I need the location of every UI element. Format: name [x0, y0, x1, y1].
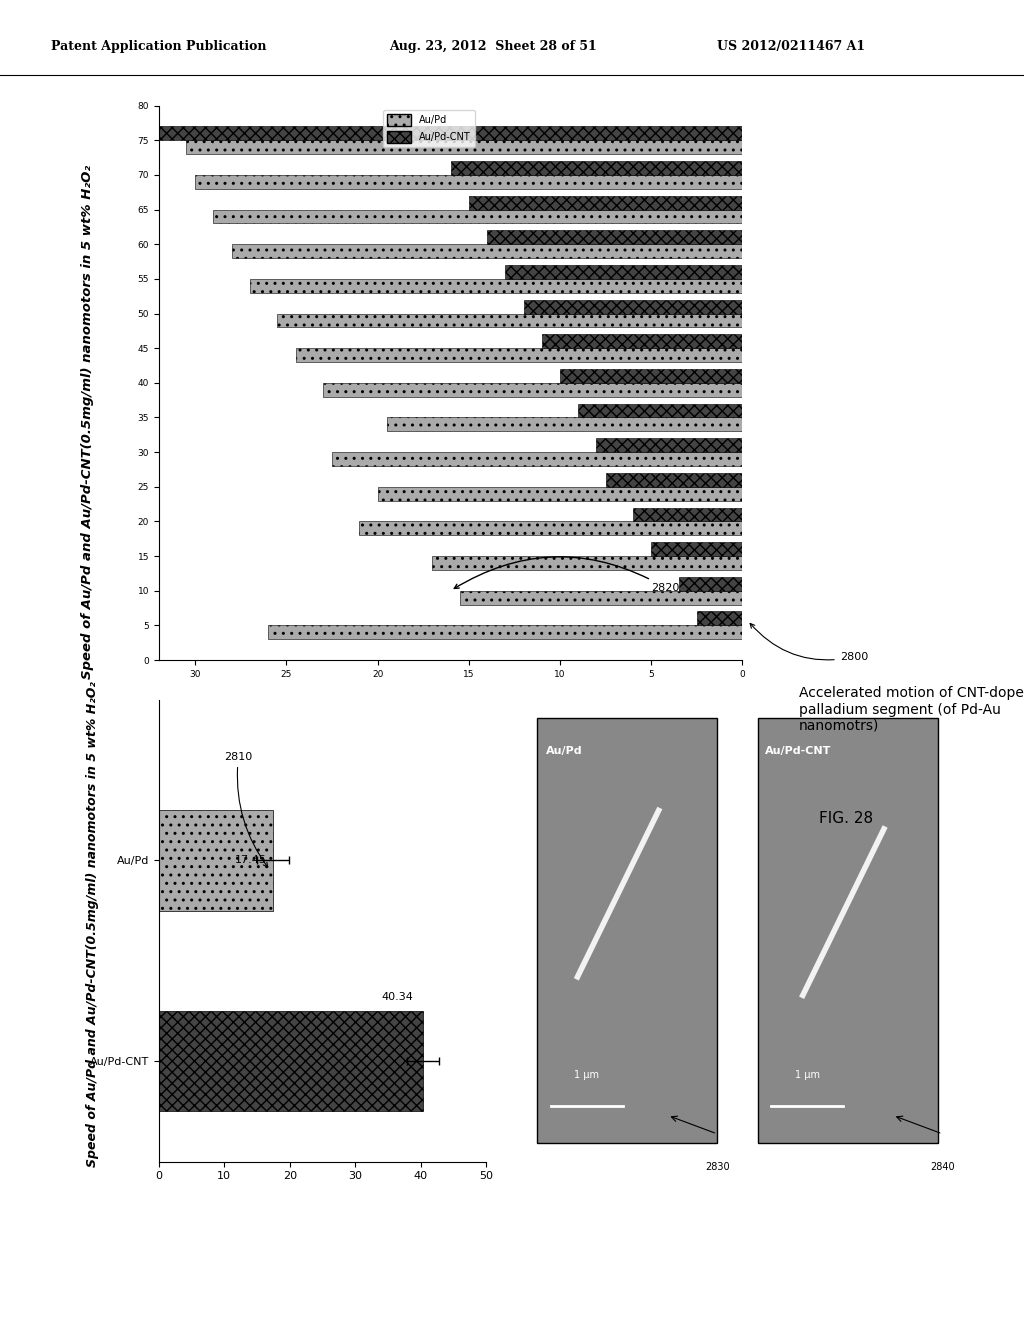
- Bar: [359, 521, 742, 536]
- Bar: [268, 626, 742, 639]
- Bar: [451, 161, 742, 176]
- Text: US 2012/0211467 A1: US 2012/0211467 A1: [717, 40, 865, 53]
- Bar: [596, 438, 742, 451]
- Text: 40.34: 40.34: [381, 991, 414, 1002]
- Text: 17.45: 17.45: [234, 855, 266, 866]
- Text: 1 μm: 1 μm: [574, 1071, 599, 1081]
- Bar: [186, 140, 742, 154]
- FancyBboxPatch shape: [758, 718, 938, 1143]
- FancyBboxPatch shape: [537, 718, 717, 1143]
- Bar: [605, 473, 742, 487]
- Text: 2800: 2800: [751, 623, 868, 663]
- Legend: Au/Pd, Au/Pd-CNT: Au/Pd, Au/Pd-CNT: [383, 111, 475, 147]
- Text: Speed of Au/Pd and Au/Pd-CNT(0.5mg/ml) nanomotors in 5 wt% H₂O₂: Speed of Au/Pd and Au/Pd-CNT(0.5mg/ml) n…: [86, 681, 98, 1167]
- Text: 2820: 2820: [455, 557, 680, 593]
- Bar: [679, 577, 742, 591]
- Bar: [159, 1011, 423, 1111]
- Bar: [633, 508, 742, 521]
- Text: Speed of Au/Pd and Au/Pd-CNT(0.5mg/ml) nanomotors in 5 wt% H₂O₂: Speed of Au/Pd and Au/Pd-CNT(0.5mg/ml) n…: [81, 165, 93, 680]
- Bar: [323, 383, 742, 397]
- Bar: [560, 370, 742, 383]
- Bar: [250, 279, 742, 293]
- Bar: [523, 300, 742, 314]
- Bar: [387, 417, 742, 432]
- Text: 2840: 2840: [930, 1162, 954, 1172]
- Text: FIG. 28: FIG. 28: [819, 810, 873, 826]
- Bar: [460, 591, 742, 605]
- Bar: [213, 210, 742, 223]
- Bar: [196, 176, 742, 189]
- Bar: [378, 487, 742, 500]
- Bar: [0, 127, 742, 140]
- Bar: [542, 334, 742, 348]
- Bar: [696, 611, 742, 626]
- Bar: [505, 265, 742, 279]
- Bar: [432, 556, 742, 570]
- Bar: [278, 314, 742, 327]
- Text: Patent Application Publication: Patent Application Publication: [51, 40, 266, 53]
- Bar: [332, 451, 742, 466]
- Text: Aug. 23, 2012  Sheet 28 of 51: Aug. 23, 2012 Sheet 28 of 51: [389, 40, 597, 53]
- Text: Au/Pd-CNT: Au/Pd-CNT: [765, 746, 830, 756]
- Bar: [469, 195, 742, 210]
- Bar: [159, 810, 273, 911]
- Text: 1 μm: 1 μm: [795, 1071, 820, 1081]
- Bar: [651, 543, 742, 556]
- Text: 2810: 2810: [224, 752, 267, 867]
- Text: Au/Pd: Au/Pd: [546, 746, 583, 756]
- Text: 2830: 2830: [705, 1162, 729, 1172]
- Bar: [487, 231, 742, 244]
- Bar: [579, 404, 742, 417]
- Text: Accelerated motion of CNT-doped
palladium segment (of Pd-Au
nanomotrs): Accelerated motion of CNT-doped palladiu…: [799, 686, 1024, 733]
- Bar: [231, 244, 742, 259]
- Bar: [296, 348, 742, 362]
